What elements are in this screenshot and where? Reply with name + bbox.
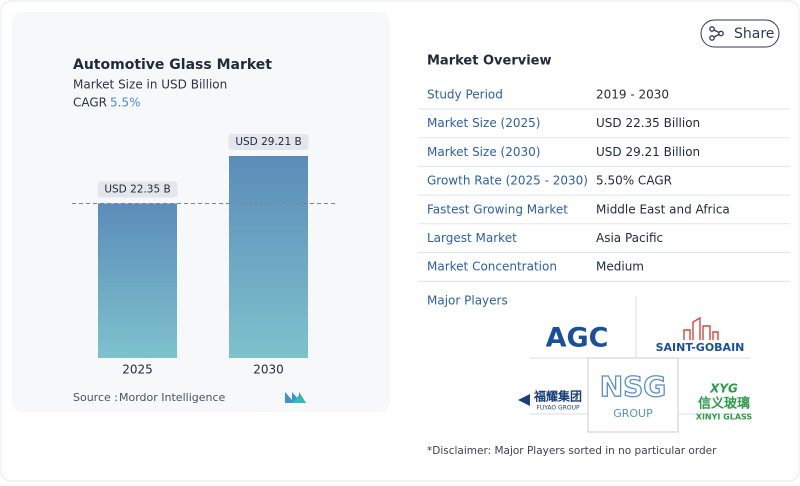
x-tick-label: 2030 xyxy=(253,363,284,377)
xinyi-logo: 信义玻璃 xyxy=(698,396,750,412)
bar-chart: USD 22.35 B 2025 USD 29.21 B 2030 xyxy=(72,134,337,377)
share-icon xyxy=(709,26,724,41)
row-value: USD 29.21 Billion xyxy=(596,145,700,159)
row-label: Largest Market xyxy=(427,231,517,245)
row-value: 2019 - 2030 xyxy=(596,88,669,102)
row-value: Medium xyxy=(596,260,644,274)
cagr-value: 5.5% xyxy=(110,96,141,110)
agc-logo: AGC xyxy=(546,323,609,354)
nsg-box xyxy=(587,357,679,433)
value-label-box xyxy=(228,134,309,150)
brand-logo xyxy=(285,392,306,403)
row-value: Asia Pacific xyxy=(596,231,663,245)
cagr-label: CAGR xyxy=(73,96,107,110)
xinyi-mark: XYG xyxy=(709,382,738,396)
overview-table: Study Period 2019 - 2030 Market Size (2025… xyxy=(418,88,790,282)
chart-title: Automotive Glass Market xyxy=(73,57,272,73)
chart-subtitle: Market Size in USD Billion xyxy=(73,78,227,92)
value-label: USD 29.21 B xyxy=(235,136,301,148)
row-label: Market Size (2030) xyxy=(427,145,540,159)
share-label[interactable]: Share xyxy=(734,26,774,42)
source-name: Mordor Intelligence xyxy=(119,391,226,404)
row-label: Fastest Growing Market xyxy=(427,202,568,216)
row-value: Middle East and Africa xyxy=(596,202,730,216)
value-label-box xyxy=(97,181,178,198)
row-value: 5.50% CAGR xyxy=(596,174,672,188)
saint-gobain-icon xyxy=(683,316,719,340)
players-title: Major Players xyxy=(427,294,508,308)
saint-gobain-logo: SAINT-GOBAIN xyxy=(656,341,745,354)
row-label: Market Size (2025) xyxy=(427,116,540,130)
row-value: USD 22.35 Billion xyxy=(596,116,700,130)
disclaimer: *Disclaimer: Major Players sorted in no … xyxy=(427,445,717,457)
nsg-sub: GROUP xyxy=(613,407,653,420)
share-button[interactable]: Share xyxy=(700,19,780,48)
source-label: Source : xyxy=(73,391,118,404)
row-label: Growth Rate (2025 - 2030) xyxy=(427,174,588,188)
fuyao-logo: 福耀集团 xyxy=(533,389,582,404)
overview-title: Market Overview xyxy=(427,54,551,69)
share-button-outline[interactable] xyxy=(700,19,780,48)
bar xyxy=(229,156,308,358)
value-label: USD 22.35 B xyxy=(104,183,170,195)
nsg-logo: NSG xyxy=(600,370,667,403)
fuyao-sub: FUYAO GROUP xyxy=(536,405,580,412)
fuyao-icon xyxy=(518,394,530,406)
xinyi-sub: XINYI GLASS xyxy=(696,413,753,422)
bar xyxy=(98,203,177,358)
row-label: Market Concentration xyxy=(427,260,557,274)
row-label: Study Period xyxy=(427,88,503,102)
x-tick-label: 2025 xyxy=(122,363,153,377)
